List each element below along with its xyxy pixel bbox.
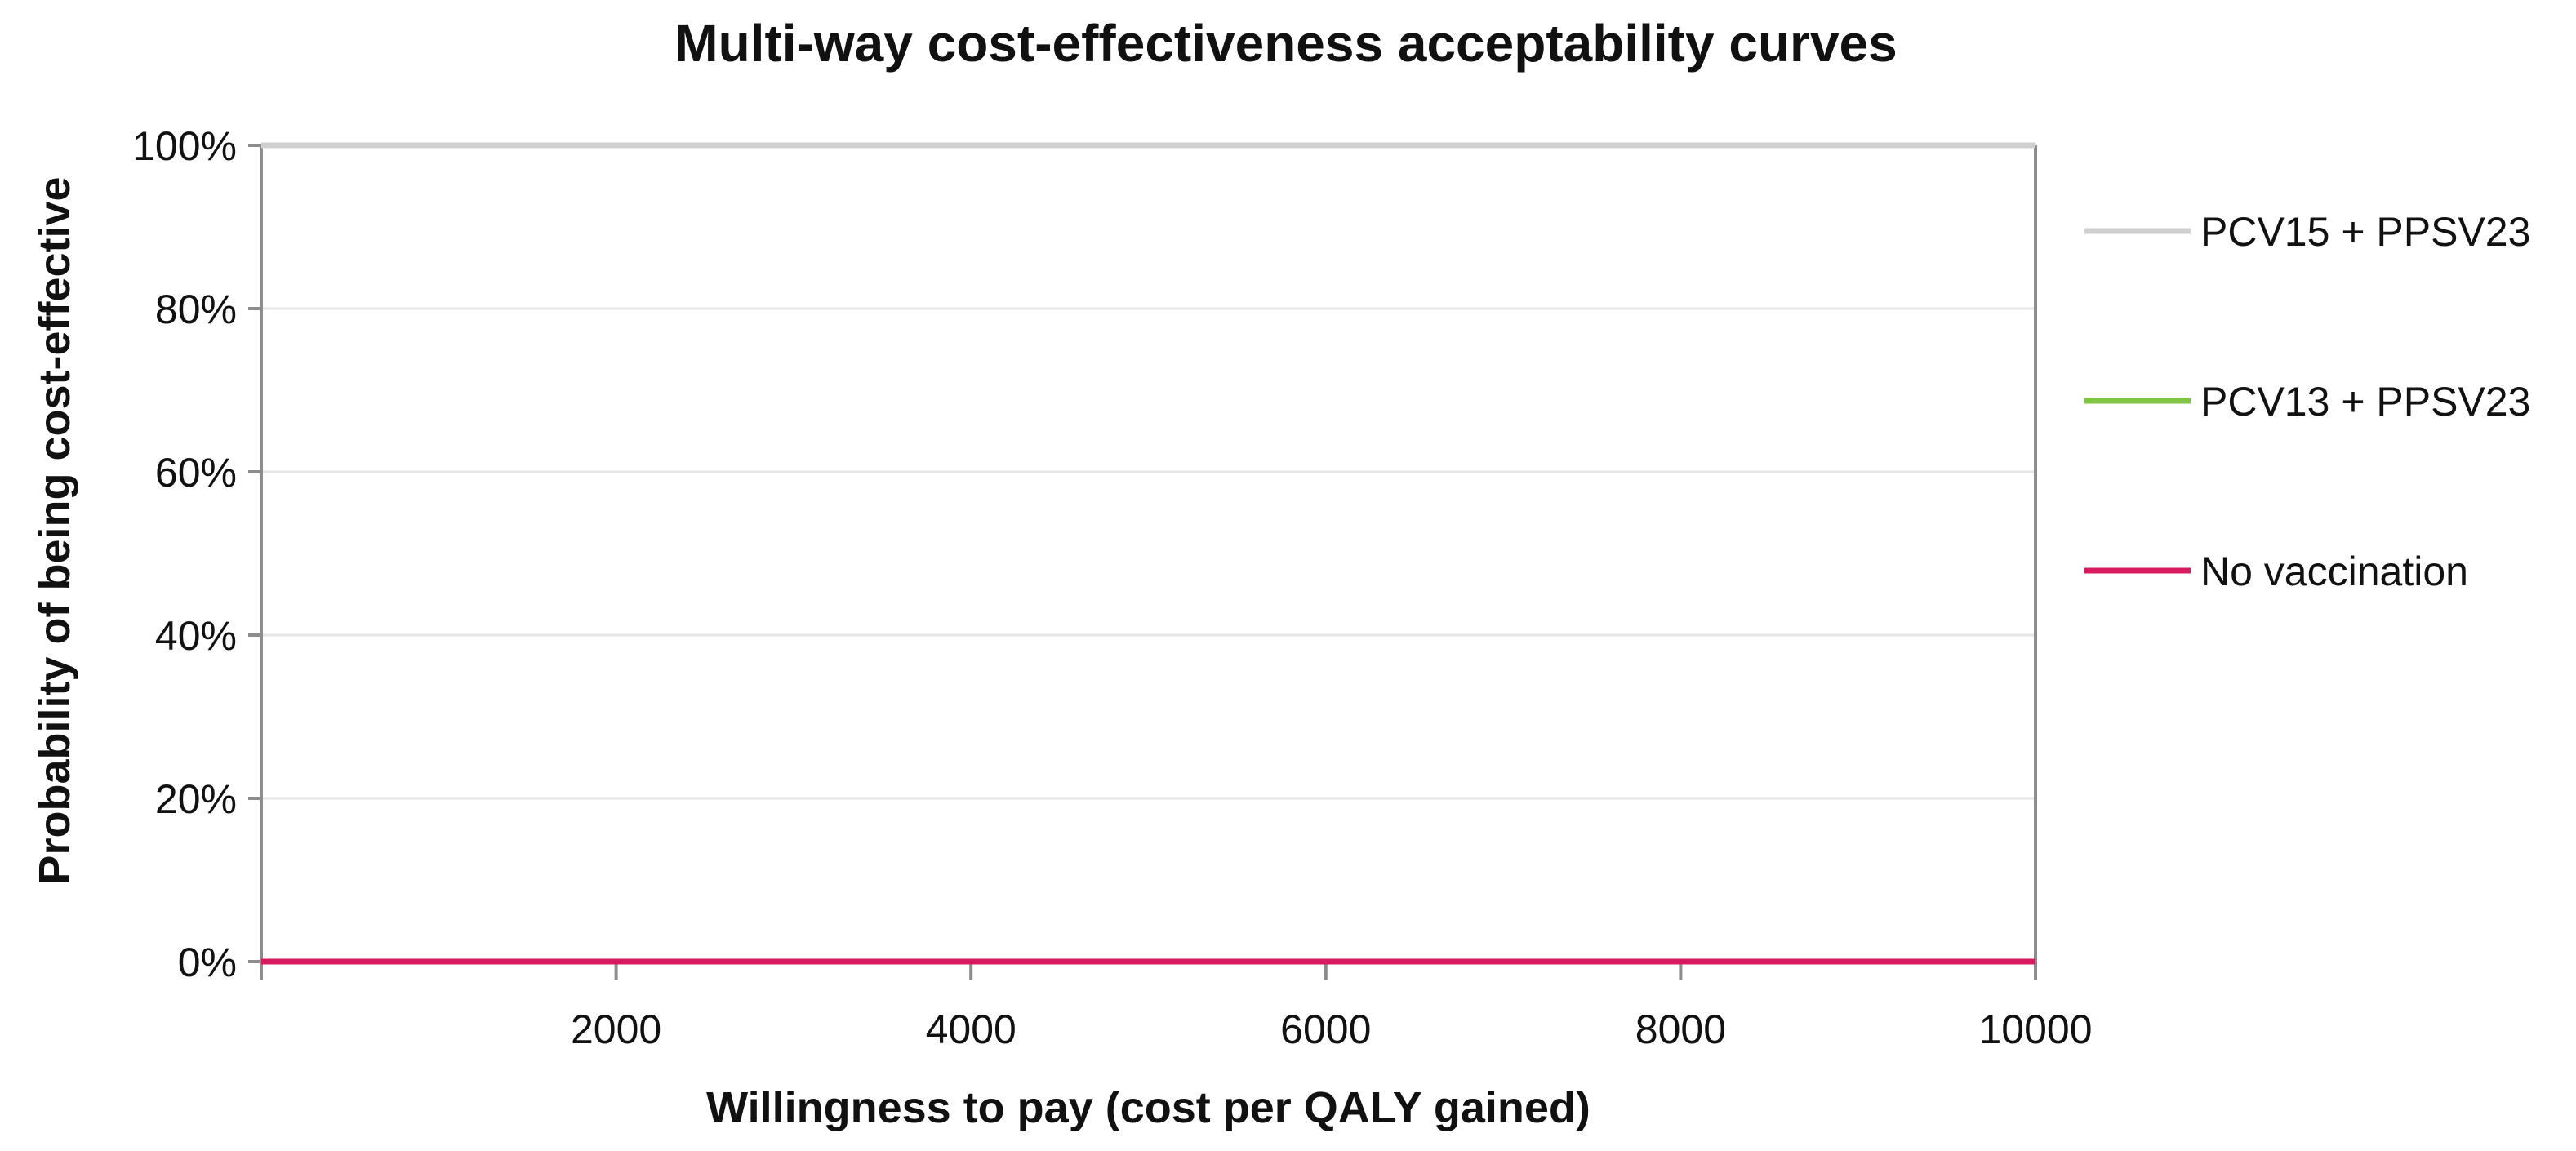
chart-title: Multi-way cost-effectiveness acceptabili… [674, 14, 1897, 73]
y-tick-label: 60% [155, 450, 237, 496]
y-tick-label: 40% [155, 613, 237, 659]
legend-label-no-vaccination: No vaccination [2200, 549, 2468, 594]
legend-label-pcv15-ppsv23: PCV15 + PPSV23 [2200, 209, 2530, 255]
x-tick-label: 8000 [1635, 1007, 1726, 1052]
y-tick-label: 100% [132, 123, 237, 169]
x-tick-label: 10000 [1978, 1007, 2092, 1052]
y-tick-label: 0% [178, 940, 237, 985]
y-tick-label: 20% [155, 776, 237, 822]
x-axis-title: Willingness to pay (cost per QALY gained… [706, 1083, 1591, 1132]
y-tick-label: 80% [155, 287, 237, 332]
x-tick-label: 2000 [571, 1007, 661, 1052]
x-tick-label: 4000 [926, 1007, 1017, 1052]
legend-label-pcv13-ppsv23: PCV13 + PPSV23 [2200, 379, 2530, 424]
x-tick-label: 6000 [1280, 1007, 1371, 1052]
y-axis-title: Probability of being cost-effective [30, 176, 79, 884]
